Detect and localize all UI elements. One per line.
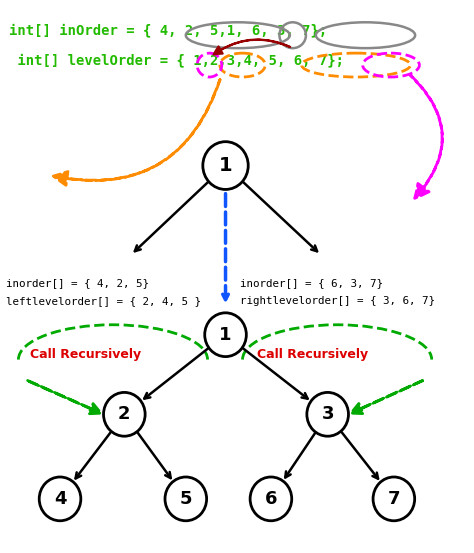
Circle shape — [205, 313, 246, 357]
FancyArrowPatch shape — [27, 380, 101, 414]
Text: Call Recursively: Call Recursively — [30, 348, 141, 361]
Text: 4: 4 — [54, 490, 66, 508]
FancyArrowPatch shape — [351, 380, 423, 414]
FancyArrowPatch shape — [410, 75, 442, 199]
Text: rightlevelorder[] = { 3, 6, 7}: rightlevelorder[] = { 3, 6, 7} — [240, 296, 435, 306]
Circle shape — [307, 393, 348, 436]
Text: 5: 5 — [180, 490, 192, 508]
Circle shape — [39, 477, 81, 521]
Text: 2: 2 — [118, 405, 130, 423]
Text: 1: 1 — [219, 156, 232, 175]
Text: 3: 3 — [321, 405, 334, 423]
Circle shape — [250, 477, 292, 521]
Circle shape — [203, 142, 248, 190]
Text: inorder[] = { 4, 2, 5}: inorder[] = { 4, 2, 5} — [6, 278, 149, 288]
Text: Call Recursively: Call Recursively — [257, 348, 368, 361]
Text: int[] levelOrder = { 1,2,3,4, 5, 6, 7};: int[] levelOrder = { 1,2,3,4, 5, 6, 7}; — [9, 53, 344, 67]
Circle shape — [103, 393, 145, 436]
FancyArrowPatch shape — [53, 80, 220, 185]
Text: leftlevelorder[] = { 2, 4, 5 }: leftlevelorder[] = { 2, 4, 5 } — [6, 296, 201, 306]
Text: int[] inOrder = { 4, 2, 5,1, 6, 3, 7};: int[] inOrder = { 4, 2, 5,1, 6, 3, 7}; — [9, 23, 327, 37]
Circle shape — [373, 477, 415, 521]
Text: 1: 1 — [219, 326, 232, 344]
Text: inorder[] = { 6, 3, 7}: inorder[] = { 6, 3, 7} — [240, 278, 383, 288]
FancyArrowPatch shape — [214, 39, 290, 55]
Circle shape — [165, 477, 207, 521]
Text: 7: 7 — [388, 490, 400, 508]
Text: 6: 6 — [264, 490, 277, 508]
